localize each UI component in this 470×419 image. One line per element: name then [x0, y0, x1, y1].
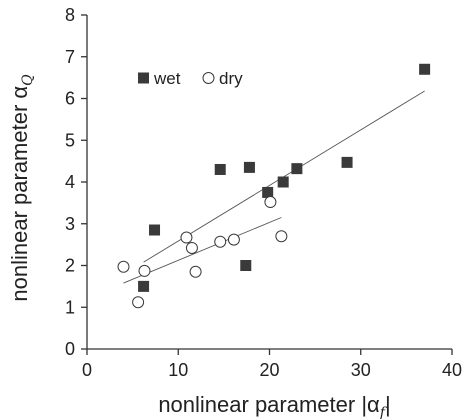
axes: 0 1 2 3 4 5 6 7 8 0 10 20 30 40: [65, 5, 462, 380]
y-tick-label: 5: [65, 130, 75, 150]
y-tick-label: 6: [65, 89, 75, 109]
x-tick-label: 0: [82, 360, 92, 380]
y-axis-title-subscript: Q: [20, 74, 36, 86]
y-tick-label: 8: [65, 5, 75, 25]
x-axis-title-closing-bar: |: [385, 392, 391, 417]
dry-point: [189, 265, 202, 278]
y-tick-label: 4: [65, 172, 75, 192]
dry-point: [117, 260, 130, 273]
x-tick-label: 20: [259, 360, 279, 380]
dry-point: [138, 264, 151, 277]
data-points: [117, 63, 431, 309]
y-axis-title: nonlinear parameter αQ: [7, 74, 36, 302]
wet-point: [149, 224, 161, 236]
wet-point: [262, 186, 274, 198]
x-tick-label: 10: [168, 360, 188, 380]
x-axis-title-subscript: f: [379, 405, 388, 419]
dry-point: [227, 233, 240, 246]
y-tick-label: 7: [65, 47, 75, 67]
y-tick-label: 1: [65, 297, 75, 317]
x-tick-label: 40: [442, 360, 462, 380]
legend-label-wet: wet: [153, 69, 181, 88]
y-tick-label: 3: [65, 214, 75, 234]
wet-point: [291, 163, 303, 175]
wet-point: [240, 260, 252, 271]
legend-marker-wet: [138, 72, 149, 84]
dry-point: [214, 235, 227, 248]
dry-point: [132, 296, 145, 309]
legend-label-dry: dry: [219, 69, 243, 88]
x-axis-title: nonlinear parameter |αf|: [158, 392, 390, 419]
dry-point: [275, 230, 288, 243]
y-tick-label: 2: [65, 256, 75, 276]
y-tick-label: 0: [65, 339, 75, 359]
wet-point: [341, 156, 353, 168]
x-axis-title-text: nonlinear parameter |α: [158, 392, 380, 417]
wet-point: [277, 176, 289, 188]
x-tick-label: 30: [351, 360, 371, 380]
wet-point: [419, 63, 431, 75]
trendlines: [123, 90, 425, 284]
legend: wet dry: [138, 69, 243, 88]
legend-marker-dry: [202, 72, 215, 84]
y-axis-title-text: nonlinear parameter α: [7, 86, 32, 302]
wet-point: [243, 161, 255, 173]
dry-point: [180, 231, 193, 244]
wet-point: [138, 280, 150, 292]
dry-point: [264, 196, 277, 209]
dry-point: [185, 241, 198, 254]
wet-point: [214, 163, 226, 175]
